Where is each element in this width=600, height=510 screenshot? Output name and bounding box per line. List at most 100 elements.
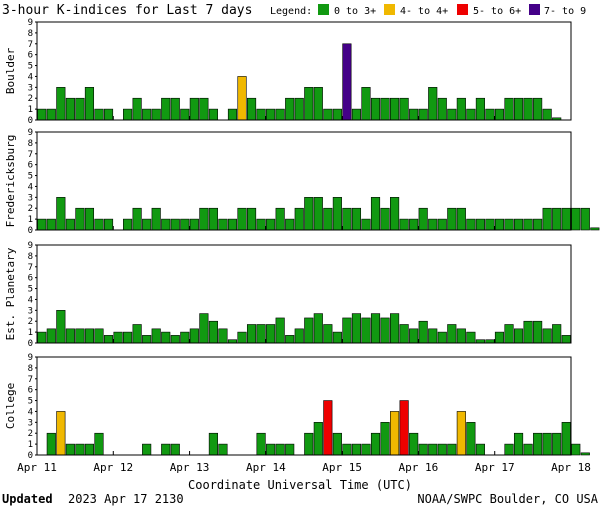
bar [266, 443, 276, 456]
bar [428, 443, 438, 456]
panel-label: Fredericksburg [4, 135, 17, 228]
bar [361, 317, 371, 344]
bar [475, 97, 485, 121]
bar [437, 331, 447, 344]
bar [504, 324, 514, 344]
y-tick-label: 2 [28, 429, 33, 439]
bar [390, 197, 400, 231]
bar [161, 97, 171, 121]
bar [94, 328, 104, 344]
bar [580, 207, 590, 231]
bar [533, 218, 543, 231]
legend: Legend: 0 to 3+ 4- to 4+ 5- to 6+ 7- to … [270, 4, 586, 17]
bar [418, 443, 428, 456]
y-tick-label: 6 [28, 386, 33, 396]
x-tick-label: Apr 14 [246, 461, 286, 474]
bar [513, 432, 524, 456]
panel-frame [36, 244, 572, 344]
bar [161, 331, 171, 344]
bar [246, 207, 257, 231]
y-tick-label: 7 [28, 150, 33, 160]
y-tick-label: 0 [28, 226, 33, 236]
footer-updated-label: Updated [2, 492, 53, 506]
bar [418, 320, 428, 344]
bar [180, 108, 190, 121]
bar [246, 97, 257, 121]
bar [542, 432, 552, 456]
bar [504, 218, 514, 231]
bar [418, 207, 428, 231]
x-tick-label: Apr 13 [170, 461, 210, 474]
bar [342, 207, 352, 231]
bar [266, 324, 276, 344]
bar [494, 218, 505, 231]
bar [523, 320, 533, 344]
y-tick-label: 2 [28, 94, 33, 104]
bar [75, 328, 85, 344]
bar [533, 320, 543, 344]
footer-updated-value: 2023 Apr 17 2130 [68, 492, 184, 506]
bar [590, 227, 600, 231]
bar [180, 218, 190, 231]
bar [380, 422, 390, 456]
bar [332, 331, 342, 344]
bar [151, 207, 161, 231]
bar [428, 218, 438, 231]
bar [256, 108, 266, 121]
bar [399, 400, 409, 456]
bar [437, 218, 447, 231]
bar [399, 324, 409, 344]
bar [466, 218, 476, 231]
chart-title: 3-hour K-indices for Last 7 days [2, 3, 252, 18]
bar [189, 328, 199, 344]
bar [418, 108, 428, 121]
bar [561, 422, 571, 456]
bar [323, 400, 333, 456]
legend-swatch-1 [384, 4, 395, 15]
bar [170, 443, 180, 456]
x-tick-label: Apr 18 [551, 461, 591, 474]
bar [237, 207, 247, 231]
bar [227, 108, 238, 121]
panel-frame [36, 356, 572, 456]
y-tick-label: 3 [28, 418, 33, 428]
y-tick-label: 6 [28, 161, 33, 171]
bar [323, 324, 333, 344]
legend-item-1: 4- to 4+ [400, 6, 448, 17]
bar [56, 310, 66, 344]
y-tick-label: 4 [28, 295, 33, 305]
bar [361, 443, 371, 456]
bar [409, 218, 419, 231]
bar [466, 331, 476, 344]
bar [46, 432, 56, 456]
bar [151, 108, 161, 121]
bar [332, 197, 342, 231]
bar [246, 324, 257, 344]
bar [84, 328, 95, 344]
y-tick-label: 8 [28, 139, 33, 149]
panel-label: College [4, 383, 17, 429]
footer-credit: NOAA/SWPC Boulder, CO USA [417, 492, 598, 506]
y-tick-label: 0 [28, 451, 33, 461]
y-tick-label: 1 [28, 215, 33, 225]
bar [94, 218, 104, 231]
bar [475, 218, 485, 231]
bar [447, 443, 457, 456]
bar [409, 328, 419, 344]
bar [304, 87, 314, 121]
bar [199, 207, 209, 231]
bar [142, 443, 152, 456]
legend-label: Legend: [270, 6, 312, 17]
bar [370, 197, 381, 231]
bar [46, 328, 56, 344]
bar [256, 218, 266, 231]
bar [189, 218, 199, 231]
bar [504, 443, 514, 456]
bar [447, 108, 457, 121]
bar [237, 76, 247, 121]
bar [390, 97, 400, 121]
x-axis-label: Coordinate Universal Time (UTC) [188, 478, 412, 492]
